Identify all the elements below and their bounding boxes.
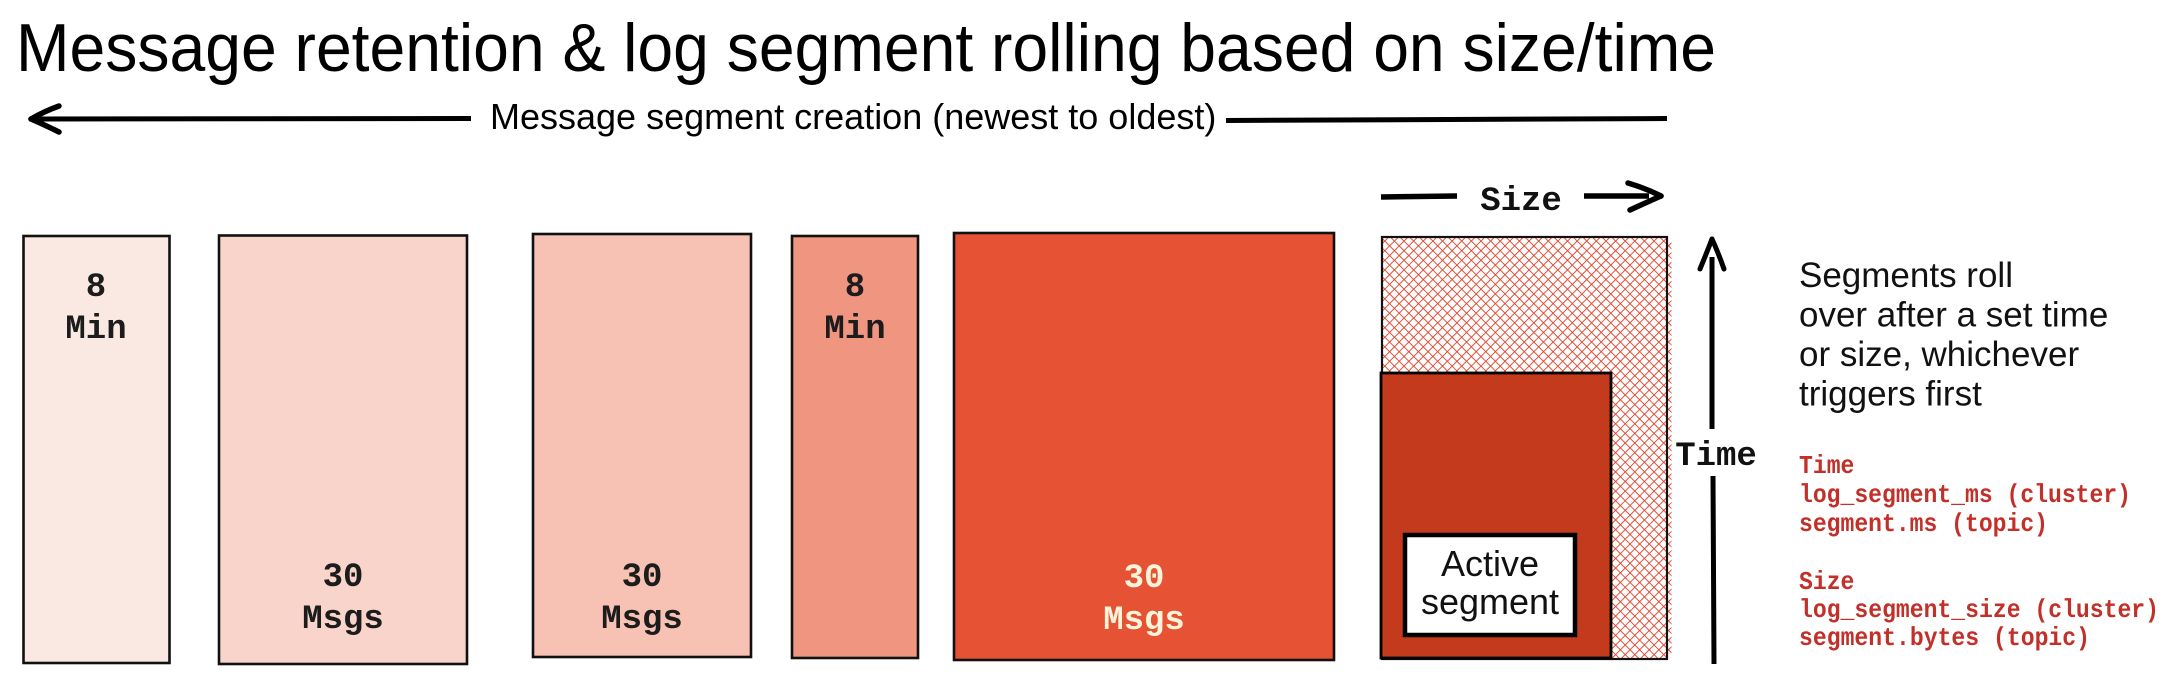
svg-text:30: 30 [1124,560,1165,598]
svg-text:Message segment creation (newe: Message segment creation (newest to olde… [490,96,1216,137]
svg-text:Msgs: Msgs [302,601,384,639]
svg-text:Size: Size [1480,183,1562,221]
svg-text:segment.ms (topic): segment.ms (topic) [1799,509,2048,539]
svg-text:30: 30 [622,559,663,597]
svg-text:Active: Active [1441,543,1539,584]
svg-text:or size, whichever: or size, whichever [1799,335,2079,374]
svg-text:Time: Time [1675,438,1757,476]
svg-text:log_segment_size (cluster): log_segment_size (cluster) [1799,595,2159,625]
svg-text:Msgs: Msgs [601,601,683,639]
svg-text:Size: Size [1799,567,1854,597]
svg-text:segment.bytes (topic): segment.bytes (topic) [1799,623,2090,653]
svg-text:Min: Min [824,311,885,349]
svg-text:Segments roll: Segments roll [1799,256,2013,295]
svg-text:segment: segment [1421,581,1559,622]
svg-text:30: 30 [323,559,364,597]
svg-text:8: 8 [845,269,865,307]
svg-text:triggers first: triggers first [1799,375,1982,414]
svg-text:Time: Time [1799,451,1854,481]
svg-text:Min: Min [65,311,126,349]
svg-text:Message retention & log segmen: Message retention & log segment rolling … [16,10,1716,86]
svg-text:Msgs: Msgs [1103,602,1185,640]
svg-text:8: 8 [86,269,106,307]
svg-text:log_segment_ms (cluster): log_segment_ms (cluster) [1799,480,2131,510]
svg-text:over after a set time: over after a set time [1799,296,2108,335]
